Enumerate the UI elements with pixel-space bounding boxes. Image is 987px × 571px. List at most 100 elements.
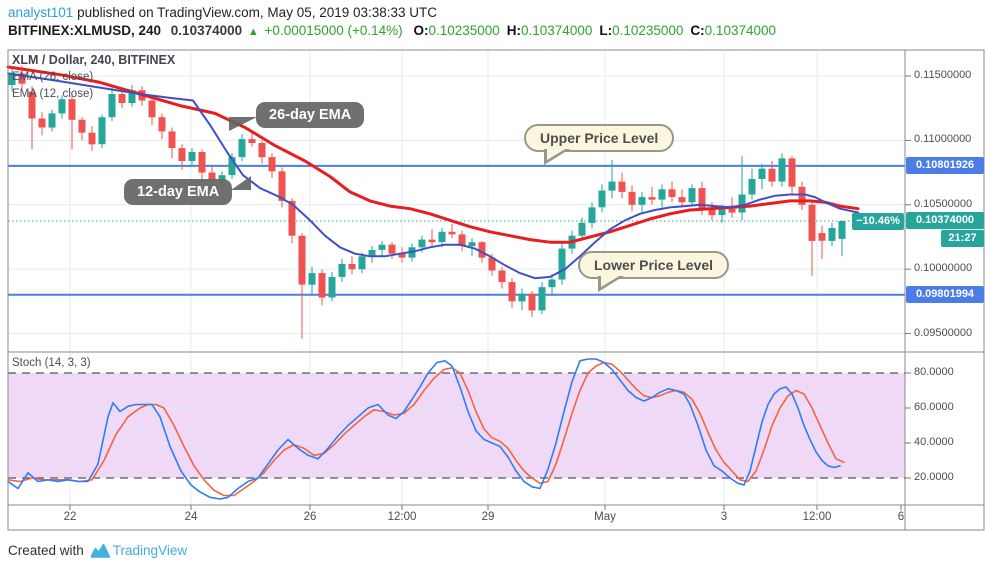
candle-body[interactable] [708,210,716,216]
candle-body[interactable] [348,264,356,270]
time-axis-label[interactable]: May [594,511,616,523]
candle-body[interactable] [738,194,746,213]
time-axis-label[interactable]: 12:00 [387,511,417,523]
candle-body[interactable] [68,99,76,120]
legend-ema26[interactable]: EMA (26, close) [12,71,94,83]
candle-body[interactable] [828,228,836,241]
candle-body[interactable] [168,131,176,149]
candle-body[interactable] [428,239,436,243]
tradingview-link[interactable]: TradingView [112,543,188,558]
candle-body[interactable] [528,293,536,311]
current-price-badge[interactable]: 0.10374000 [906,212,984,229]
candle-body[interactable] [318,273,326,298]
time-axis-label[interactable]: 22 [63,511,77,523]
candle-body[interactable] [308,273,316,285]
candle-body[interactable] [8,73,16,85]
candle-body[interactable] [488,257,496,271]
candle-body[interactable] [478,242,486,258]
candle-body[interactable] [608,181,616,191]
candle-body[interactable] [78,119,86,133]
candle-body[interactable] [668,189,676,197]
candle-body[interactable] [468,242,476,247]
candle-body[interactable] [258,143,266,158]
time-axis-label[interactable]: 12:00 [802,511,832,523]
author-link[interactable]: analyst101 [8,5,74,20]
time-axis-label[interactable]: 6 [897,511,905,523]
candle-body[interactable] [88,132,96,145]
candle-body[interactable] [248,139,256,143]
candle-body[interactable] [538,287,546,311]
time-axis-label[interactable]: 29 [481,511,495,523]
candle-body[interactable] [558,248,566,280]
stoch-legend[interactable]: Stoch (14, 3, 3) [12,357,91,369]
stoch-axis-label[interactable]: 20.0000 [914,471,954,483]
candle-body[interactable] [18,73,26,84]
candle-body[interactable] [448,231,456,235]
legend-ema12[interactable]: EMA (12, close) [12,88,94,100]
candle-body[interactable] [658,189,666,200]
candle-body[interactable] [808,204,816,241]
candle-body[interactable] [498,270,506,283]
candle-body[interactable] [338,264,346,277]
ema26-callout[interactable]: 26-day EMA [228,102,365,131]
candle-body[interactable] [678,197,686,203]
candle-body[interactable] [628,191,636,205]
candle-body[interactable] [578,222,586,236]
candle-body[interactable] [288,200,296,236]
price-axis-label[interactable]: 0.09500000 [914,326,973,339]
stoch-axis-label[interactable]: 60.0000 [914,401,954,413]
candle-body[interactable] [98,117,106,145]
candle-body[interactable] [208,172,216,181]
candle-body[interactable] [398,253,406,258]
upper-level-badge[interactable]: 0.10801926 [906,157,984,174]
candle-body[interactable] [638,197,646,205]
candle-body[interactable] [788,158,796,187]
candle-body[interactable] [728,208,736,213]
candle-body[interactable] [118,94,126,103]
ema12-callout[interactable]: 12-day EMA [124,176,252,205]
time-axis-label[interactable]: 3 [720,511,728,523]
lower-price-level-callout[interactable]: Lower Price Level [578,251,730,292]
candle-body[interactable] [238,139,246,158]
candle-body[interactable] [748,179,756,195]
price-axis-label[interactable]: 0.10000000 [914,262,973,275]
candle-body[interactable] [388,244,396,254]
stoch-axis-label[interactable]: 80.0000 [914,366,954,378]
candle-body[interactable] [378,244,386,250]
candle-body[interactable] [38,118,46,128]
candle-body[interactable] [268,157,276,172]
candle-body[interactable] [418,239,426,248]
candle-body[interactable] [768,168,776,182]
candle-body[interactable] [328,276,336,298]
candle-body[interactable] [298,235,306,285]
candle-body[interactable] [198,152,206,173]
lower-level-badge[interactable]: 0.09801994 [906,286,984,303]
candle-body[interactable] [58,99,66,114]
candle-body[interactable] [598,190,606,208]
candle-body[interactable] [148,100,156,118]
time-axis-label[interactable]: 24 [184,511,198,523]
candle-body[interactable] [508,282,516,302]
candle-body[interactable] [188,152,196,161]
time-axis-label[interactable]: 26 [303,511,317,523]
candle-body[interactable] [818,233,826,241]
candle-body[interactable] [438,231,446,243]
candle-body[interactable] [778,158,786,182]
candle-body[interactable] [648,197,656,200]
candle-body[interactable] [698,188,706,210]
price-axis-label[interactable]: 0.11000000 [914,133,972,146]
candle-body[interactable] [758,168,766,179]
candle-body[interactable] [518,293,526,302]
candle-body[interactable] [618,181,626,192]
price-axis-label[interactable]: 0.10500000 [914,197,973,210]
candle-body[interactable] [458,234,466,246]
candle-body[interactable] [278,171,286,201]
candle-body[interactable] [368,249,376,257]
candle-body[interactable] [158,117,166,132]
candle-body[interactable] [718,208,726,216]
candle-body[interactable] [48,113,56,128]
candle-body[interactable] [548,279,556,288]
price-axis-label[interactable]: 0.11500000 [914,69,972,81]
candle-body[interactable] [178,148,186,161]
